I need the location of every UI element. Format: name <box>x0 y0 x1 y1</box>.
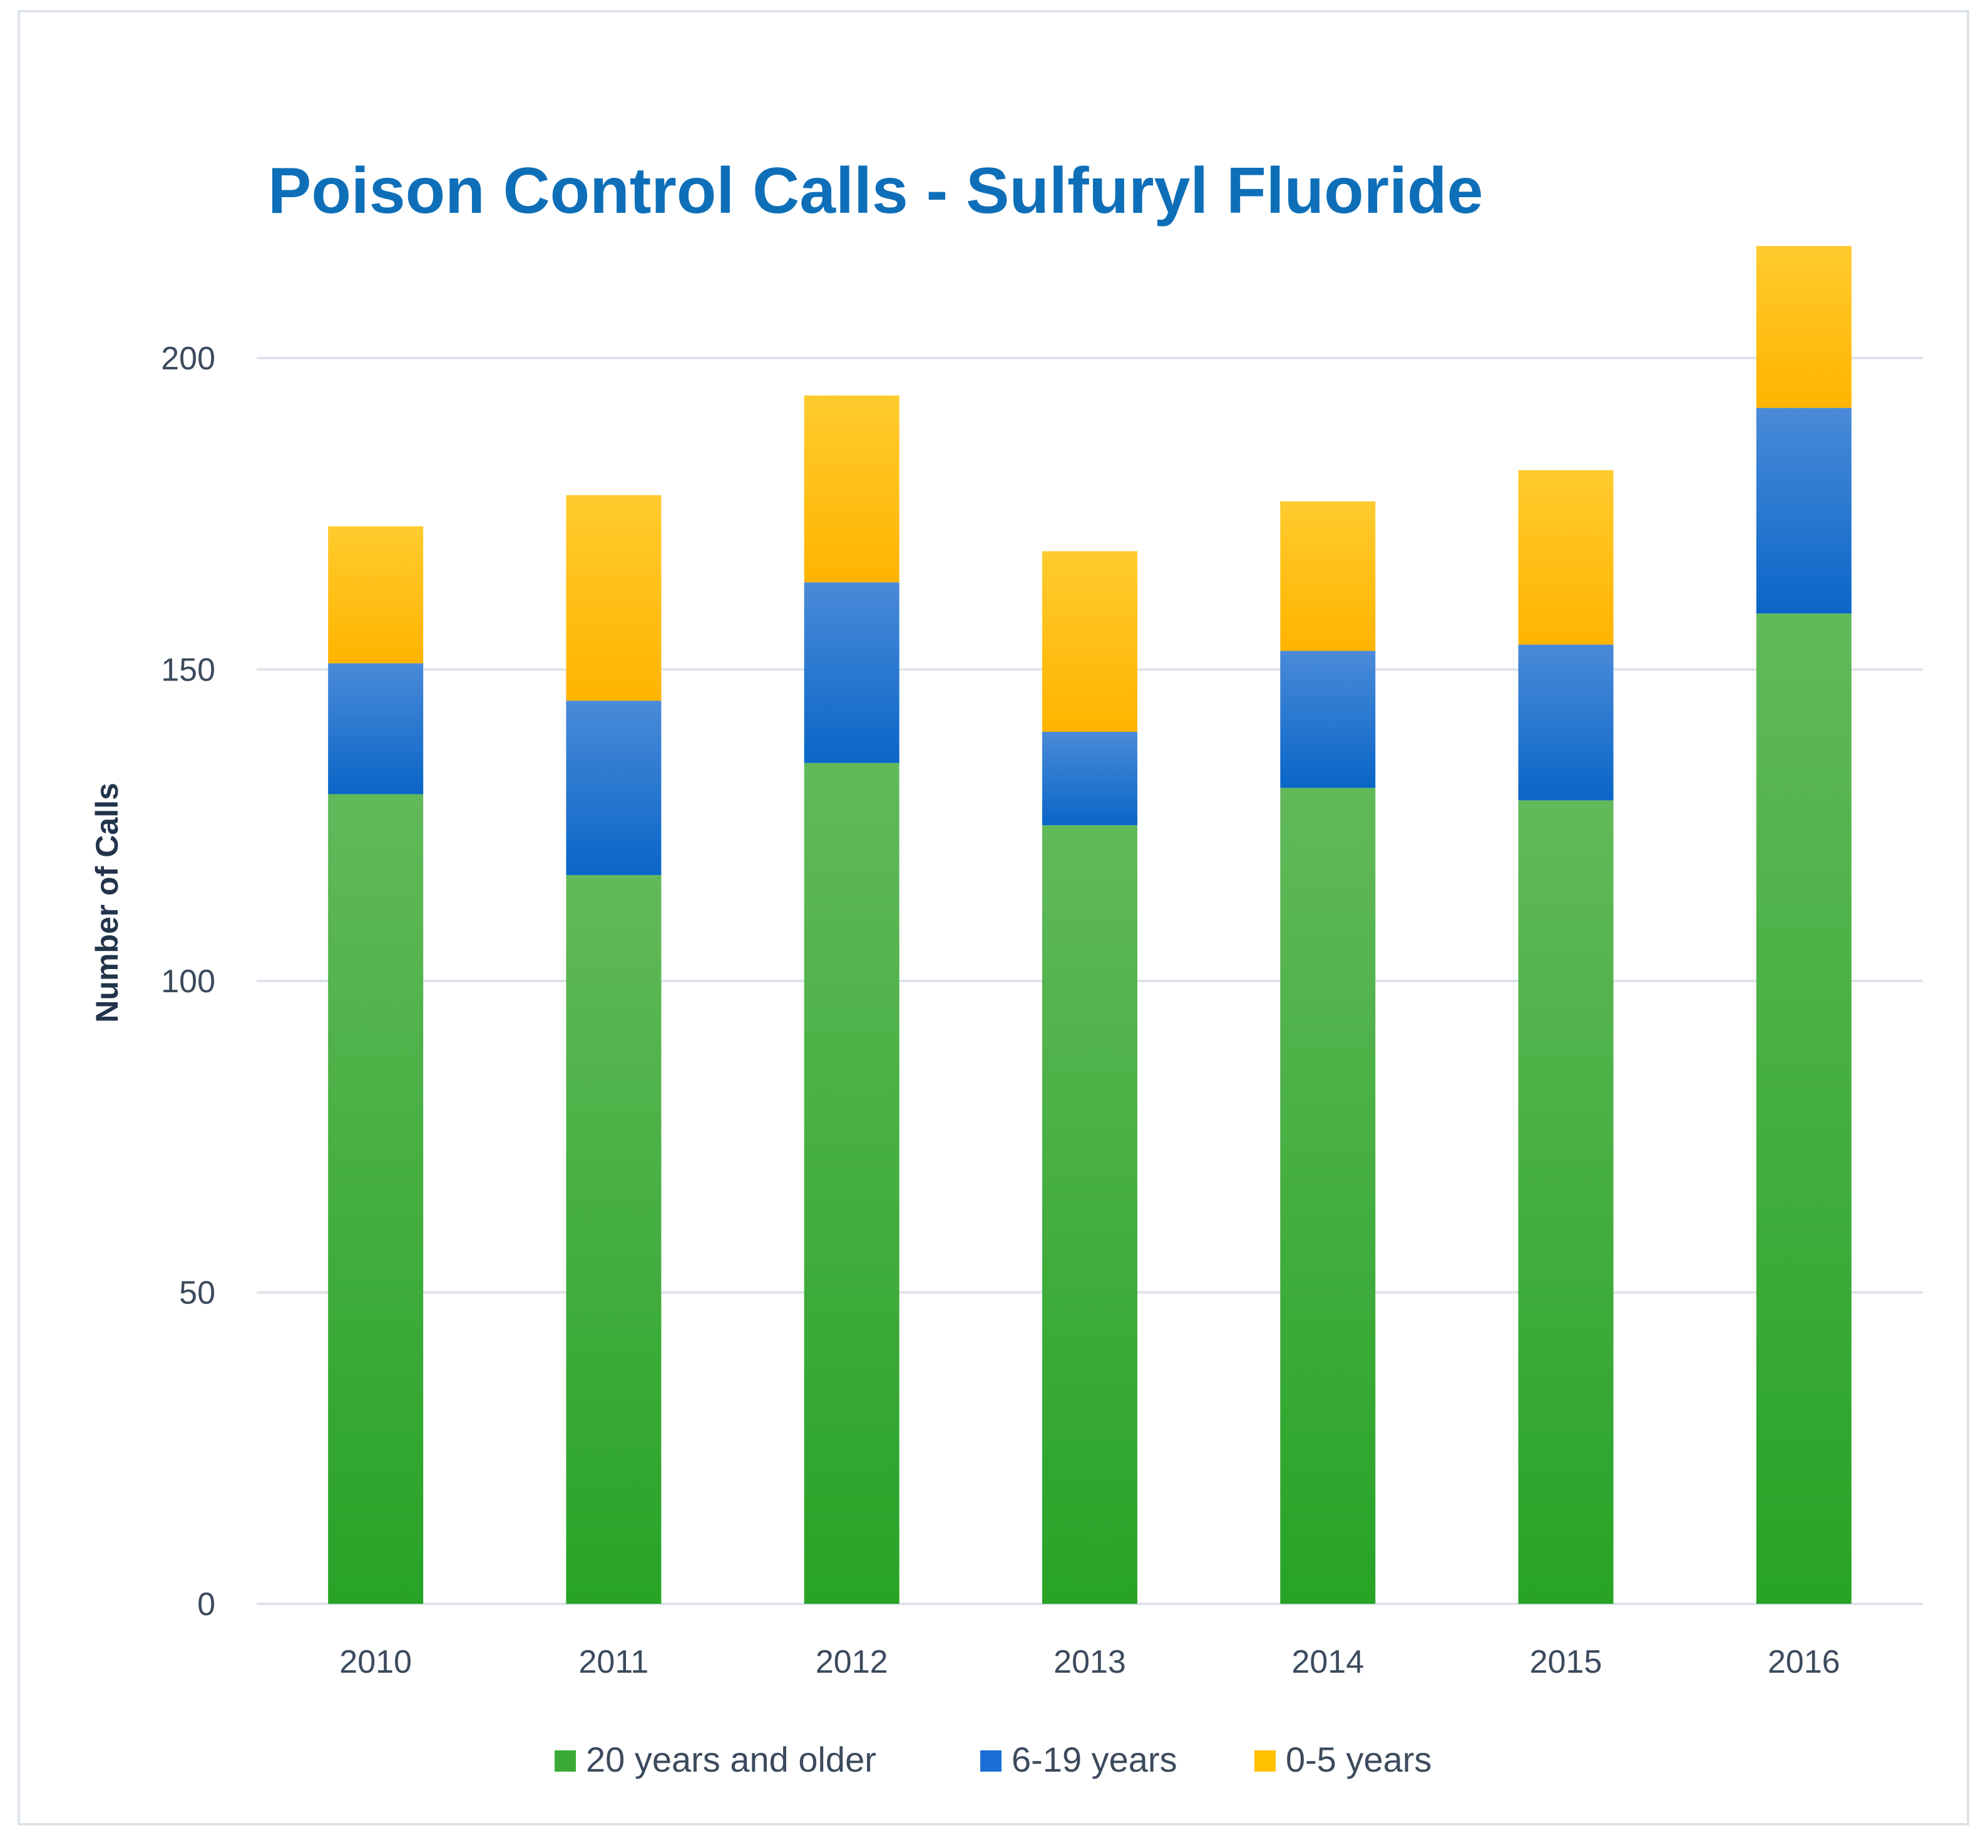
bar-2015-6-19-years <box>1518 644 1614 801</box>
y-tick-label: 100 <box>161 963 215 1000</box>
bar-2014-20-years-and-older <box>1280 788 1376 1604</box>
bar-2014-0-5-years <box>1280 501 1376 651</box>
bar-2015-0-5-years <box>1518 470 1614 645</box>
x-tick-label: 2016 <box>1768 1644 1840 1680</box>
chart-title: Poison Control Calls - Sulfuryl Fluoride <box>268 155 1483 227</box>
bar-2016-0-5-years <box>1756 245 1852 408</box>
bar-2012-0-5-years <box>804 395 899 583</box>
bar-2011-20-years-and-older <box>566 875 662 1604</box>
bar-2012-6-19-years <box>804 582 899 763</box>
bar-2013-6-19-years <box>1042 732 1137 826</box>
y-tick-label: 0 <box>197 1586 215 1623</box>
legend-label: 6-19 years <box>1012 1740 1177 1779</box>
bar-2013-20-years-and-older <box>1042 825 1137 1604</box>
legend-swatch <box>555 1750 576 1772</box>
bar-2013-0-5-years <box>1042 551 1137 732</box>
bar-2011-6-19-years <box>566 701 662 875</box>
x-tick-label: 2010 <box>339 1644 412 1680</box>
y-tick-label: 150 <box>161 652 215 689</box>
bar-2016-6-19-years <box>1756 408 1852 613</box>
x-tick-label: 2015 <box>1530 1644 1602 1680</box>
y-axis-label: Number of Calls <box>90 783 125 1022</box>
legend-swatch <box>980 1750 1002 1772</box>
bar-2016-20-years-and-older <box>1756 613 1852 1604</box>
y-tick-label: 50 <box>179 1275 215 1312</box>
x-tick-label: 2011 <box>579 1644 649 1680</box>
bar-2012-20-years-and-older <box>804 762 899 1604</box>
x-axis-ticks: 2010 2011 2012 2013 2014 2015 2016 <box>339 1644 1840 1680</box>
y-tick-label: 200 <box>161 341 215 377</box>
legend: 20 years and older 6-19 years 0-5 years <box>555 1740 1432 1779</box>
bar-2010-20-years-and-older <box>328 794 424 1604</box>
x-tick-label: 2012 <box>816 1644 888 1680</box>
y-axis-ticks: 0 50 100 150 200 <box>161 341 215 1623</box>
legend-label: 0-5 years <box>1286 1740 1432 1779</box>
bar-2010-0-5-years <box>328 526 424 664</box>
x-tick-label: 2013 <box>1053 1644 1126 1680</box>
legend-swatch <box>1254 1750 1276 1772</box>
bars <box>328 245 1852 1604</box>
legend-label: 20 years and older <box>586 1740 876 1779</box>
x-tick-label: 2014 <box>1291 1644 1364 1680</box>
bar-2011-0-5-years <box>566 495 662 701</box>
bar-2014-6-19-years <box>1280 650 1376 788</box>
bar-2015-20-years-and-older <box>1518 800 1614 1604</box>
bar-2010-6-19-years <box>328 663 424 794</box>
